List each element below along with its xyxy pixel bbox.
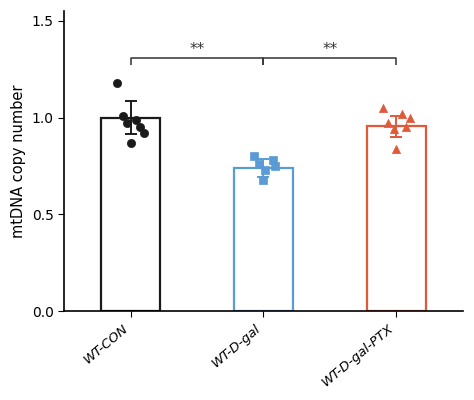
- Point: [136, 124, 144, 130]
- Y-axis label: mtDNA copy number: mtDNA copy number: [11, 84, 26, 238]
- Bar: [234, 168, 293, 311]
- Point: [140, 130, 147, 136]
- Point: [255, 161, 263, 167]
- Text: **: **: [322, 42, 337, 57]
- Bar: [366, 126, 426, 311]
- Point: [398, 110, 406, 117]
- Point: [132, 116, 140, 123]
- Point: [119, 112, 127, 119]
- Point: [269, 157, 277, 163]
- Point: [390, 126, 398, 132]
- Point: [250, 153, 258, 160]
- Point: [123, 120, 130, 126]
- Point: [272, 163, 279, 169]
- Point: [385, 120, 392, 126]
- Point: [402, 124, 410, 130]
- Point: [113, 80, 121, 86]
- Point: [261, 167, 269, 173]
- Point: [260, 176, 267, 183]
- Text: **: **: [190, 42, 205, 57]
- Point: [379, 105, 387, 111]
- Point: [127, 140, 134, 146]
- Point: [406, 114, 413, 121]
- Point: [392, 145, 400, 152]
- Bar: [100, 118, 161, 311]
